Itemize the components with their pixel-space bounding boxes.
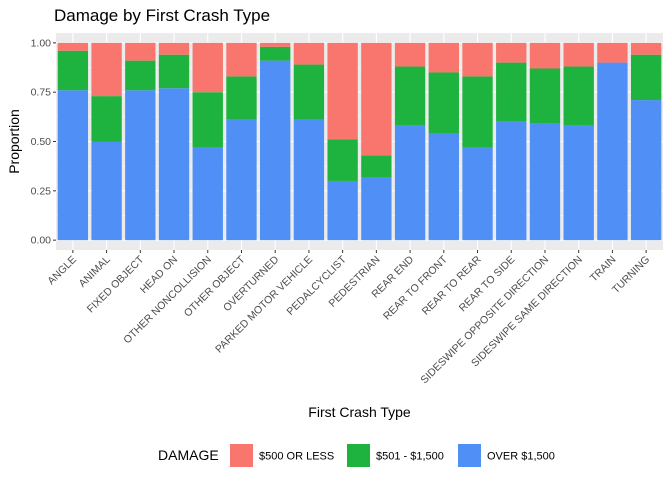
bar-segment [327,42,358,140]
bar-segment [361,42,392,156]
y-tick-label: 0.25 [31,185,52,197]
bar-segment [630,100,662,241]
x-axis-title: First Crash Type [308,404,411,420]
bar-segment [462,147,493,241]
bar-segment [496,42,527,63]
legend-label: $501 - $1,500 [376,451,444,463]
y-tick-label: 0.00 [31,235,52,247]
x-tick-label: OTHER OBJECT [182,253,248,319]
bar-segment [563,66,594,126]
x-tick-label: REAR TO REAR [420,253,484,317]
legend-label: OVER $1,500 [487,451,555,463]
bar-segment [462,42,493,77]
y-tick-label: 0.50 [31,136,52,148]
bar-segment [57,90,89,241]
bar-segment [462,76,493,148]
bar-segment [293,64,325,120]
bar-segment [529,68,561,124]
bar-segment [529,123,561,241]
x-tick-label: TRAIN [588,254,619,285]
bar-segment [361,177,392,241]
bars [57,42,662,241]
legend: DAMAGE $500 OR LESS $501 - $1,500 OVER $1,… [158,444,555,467]
bar-segment [428,133,459,241]
bar-segment [91,96,122,142]
bar-segment [428,42,459,73]
bar-segment [327,180,358,241]
bar-segment [91,141,122,241]
bar-segment [226,42,257,77]
bar-segment [260,42,291,47]
bar-segment [361,155,392,178]
x-tick-label: PEDALCYCLIST [285,253,350,318]
bar-segment [496,62,527,122]
bar-segment [260,46,291,61]
legend-title: DAMAGE [158,447,219,463]
bar-segment [260,60,291,241]
legend-key [347,444,370,467]
bar-segment [57,50,89,91]
bar-segment [192,147,223,241]
bar-segment [394,42,426,67]
bar-segment [125,90,156,241]
bar-segment [394,125,426,241]
bar-segment [125,60,156,91]
bar-segment [293,119,325,241]
bar-segment [226,76,257,120]
bar-segment [158,42,190,55]
y-axis: 0.00 0.25 0.50 0.75 1.00 [31,37,56,247]
legend-key [230,444,253,467]
bar-segment [597,62,628,241]
bar-segment [226,119,257,241]
y-tick-label: 0.75 [31,87,52,99]
bar-segment [91,42,122,97]
y-axis-title: Proportion [6,109,22,174]
bar-segment [496,121,527,241]
bar-segment [158,88,190,241]
bar-segment [327,139,358,181]
bar-segment [563,125,594,241]
bar-segment [192,92,223,148]
bar-segment [529,42,561,69]
x-tick-label: ANGLE [45,254,79,288]
bar-segment [192,42,223,93]
legend-label: $500 OR LESS [259,451,334,463]
chart-title: Damage by First Crash Type [54,6,270,25]
bar-segment [630,42,662,55]
bar-segment [394,66,426,126]
bar-segment [125,42,156,61]
bar-segment [158,54,190,89]
bar-segment [293,42,325,65]
bar-segment [57,42,89,51]
bar-segment [630,54,662,101]
legend-key [458,444,481,467]
bar-segment [597,42,628,63]
bar-segment [428,72,459,134]
bar-segment [563,42,594,67]
y-tick-label: 1.00 [31,37,52,49]
